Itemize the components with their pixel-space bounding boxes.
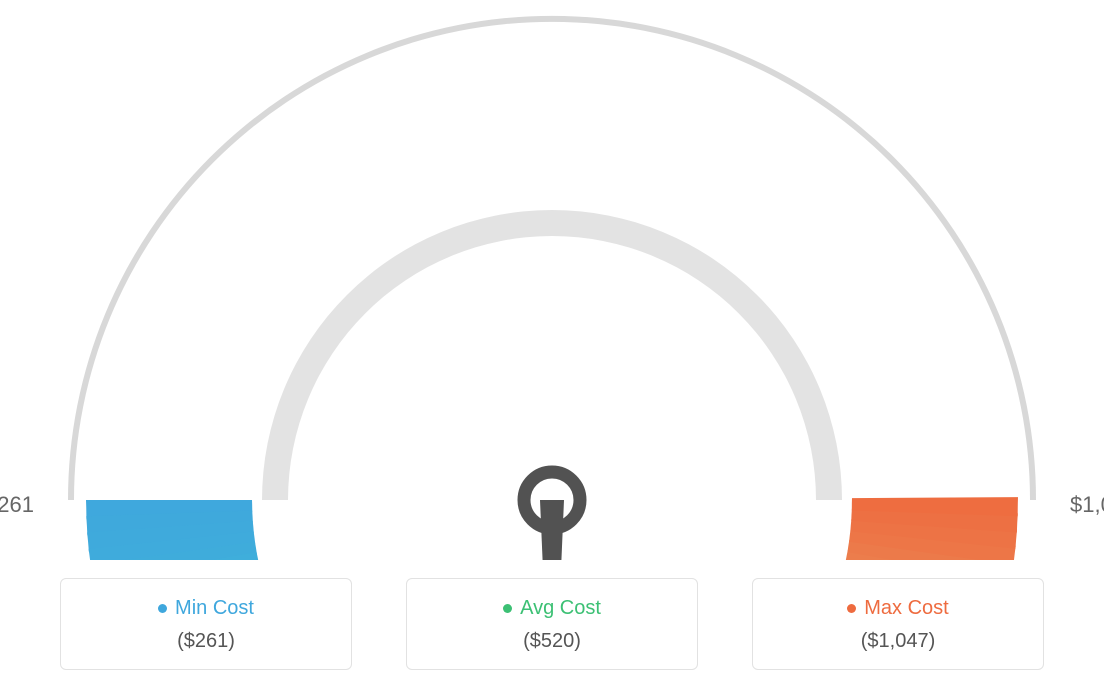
dot-icon [503,604,512,613]
legend-card-max: Max Cost ($1,047) [752,578,1044,670]
dot-icon [847,604,856,613]
legend-label: Max Cost [864,597,948,620]
legend-title-max: Max Cost [847,597,948,620]
legend-title-avg: Avg Cost [503,597,601,620]
legend-value-max: ($1,047) [861,630,936,653]
legend-title-min: Min Cost [158,597,254,620]
legend-card-avg: Avg Cost ($520) [406,578,698,670]
svg-text:$1,047: $1,047 [1070,492,1104,517]
dot-icon [158,604,167,613]
cost-gauge-chart: $261$326$391$520$696$872$1,047 [0,0,1104,560]
svg-text:$261: $261 [0,492,34,517]
legend-value-min: ($261) [177,630,235,653]
legend-card-min: Min Cost ($261) [60,578,352,670]
legend-value-avg: ($520) [523,630,581,653]
legend-row: Min Cost ($261) Avg Cost ($520) Max Cost… [0,578,1104,670]
legend-label: Min Cost [175,597,254,620]
legend-label: Avg Cost [520,597,601,620]
